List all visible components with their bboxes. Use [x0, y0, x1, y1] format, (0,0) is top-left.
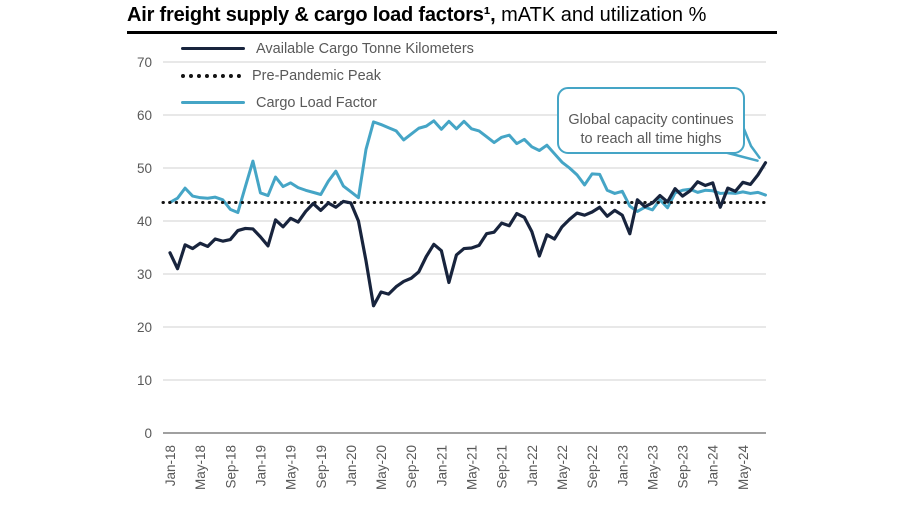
chart-legend: Available Cargo Tonne Kilometers Pre-Pan…: [181, 35, 474, 116]
svg-text:May-24: May-24: [736, 445, 751, 491]
annotation-callout: Global capacity continues to reach all t…: [557, 87, 745, 155]
legend-label-actk: Available Cargo Tonne Kilometers: [256, 40, 474, 57]
legend-item-actk: Available Cargo Tonne Kilometers: [181, 35, 474, 62]
actk-line-swatch-icon: [181, 46, 245, 51]
svg-text:60: 60: [137, 108, 152, 123]
svg-text:May-22: May-22: [555, 445, 570, 490]
svg-text:May-19: May-19: [284, 445, 299, 490]
svg-text:May-21: May-21: [465, 445, 480, 490]
svg-text:May-20: May-20: [374, 445, 389, 490]
svg-text:Jan-22: Jan-22: [525, 445, 540, 486]
svg-text:50: 50: [137, 161, 152, 176]
svg-text:Jan-24: Jan-24: [706, 445, 721, 487]
legend-item-cargo-load-factor: Cargo Load Factor: [181, 89, 474, 116]
svg-text:May-23: May-23: [645, 445, 660, 490]
svg-text:Sep-19: Sep-19: [314, 445, 329, 489]
svg-text:20: 20: [137, 320, 152, 335]
svg-text:Sep-23: Sep-23: [676, 445, 691, 489]
legend-label-pre-pandemic-peak: Pre-Pandemic Peak: [252, 67, 381, 84]
svg-text:10: 10: [137, 373, 152, 388]
svg-text:Jan-18: Jan-18: [163, 445, 178, 486]
svg-text:40: 40: [137, 214, 152, 229]
legend-item-pre-pandemic-peak: Pre-Pandemic Peak: [181, 62, 474, 89]
chart-title-main: Air freight supply & cargo load factors¹…: [127, 4, 496, 26]
svg-text:70: 70: [137, 55, 152, 70]
chart-title: Air freight supply & cargo load factors¹…: [127, 4, 706, 27]
svg-text:0: 0: [144, 426, 152, 441]
annotation-text: Global capacity continues to reach all t…: [568, 112, 734, 148]
svg-text:Sep-20: Sep-20: [404, 445, 419, 489]
svg-text:Jan-19: Jan-19: [253, 445, 268, 486]
title-underline-rule: [127, 31, 777, 34]
svg-text:Jan-23: Jan-23: [615, 445, 630, 486]
svg-text:Jan-20: Jan-20: [344, 445, 359, 486]
svg-text:Sep-21: Sep-21: [495, 445, 510, 489]
load-factor-line-swatch-icon: [181, 100, 245, 105]
svg-text:Sep-18: Sep-18: [223, 445, 238, 489]
legend-label-cargo-load-factor: Cargo Load Factor: [256, 94, 377, 111]
dotted-line-swatch-icon: [181, 73, 241, 78]
svg-text:May-18: May-18: [193, 445, 208, 490]
svg-text:Jan-21: Jan-21: [434, 445, 449, 486]
svg-text:30: 30: [137, 267, 152, 282]
chart-title-units: mATK and utilization %: [495, 4, 707, 26]
svg-text:Sep-22: Sep-22: [585, 445, 600, 489]
